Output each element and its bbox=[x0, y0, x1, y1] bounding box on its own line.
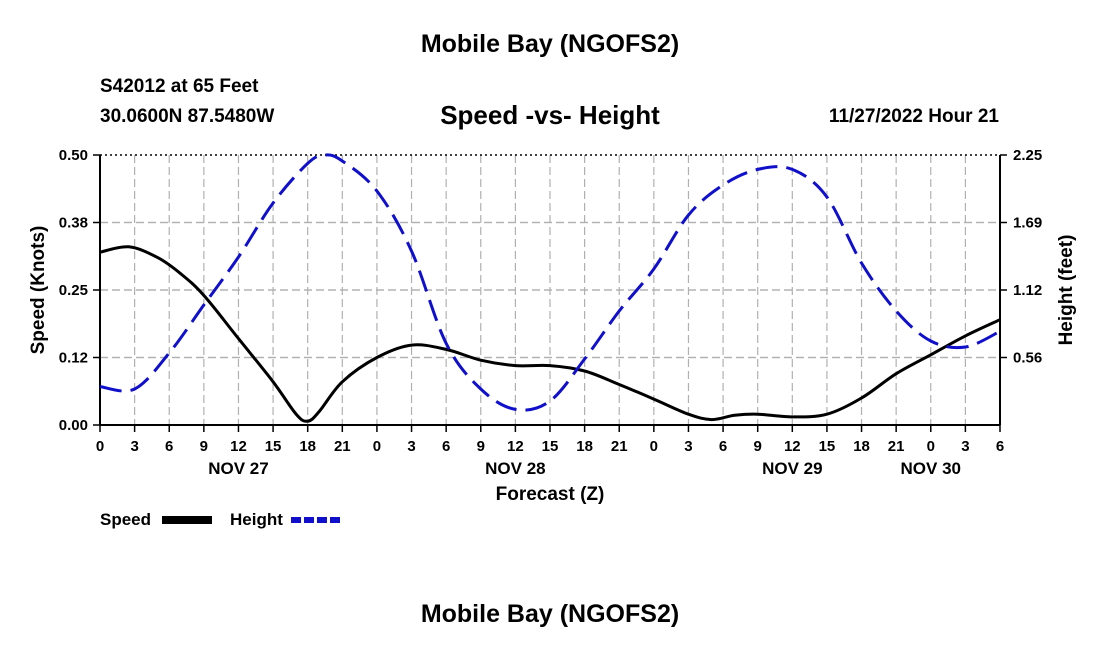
x-tick-label: 9 bbox=[200, 438, 208, 455]
x-tick-label: 18 bbox=[299, 438, 316, 455]
x-tick-label: 21 bbox=[888, 438, 905, 455]
chart-title: Speed -vs- Height bbox=[440, 100, 660, 130]
x-tick-label: 3 bbox=[684, 438, 692, 455]
x-tick-label: 0 bbox=[96, 438, 104, 455]
right-tick-label: 2.25 bbox=[1013, 147, 1042, 164]
page-title: Mobile Bay (NGOFS2) bbox=[420, 30, 680, 58]
x-tick-label: 12 bbox=[784, 438, 801, 455]
x-tick-label: 0 bbox=[650, 438, 658, 455]
left-tick-label: 0.50 bbox=[59, 147, 88, 164]
speed-height-chart: 0 3 6 9 12 15 18 21 0 3 6 9 12 15 18 21 0 3 6 9 12 15 18 21 0 3 6 N… bbox=[28, 147, 1077, 529]
x-tick-label: 18 bbox=[576, 438, 593, 455]
day-label: NOV 29 bbox=[762, 459, 822, 478]
x-tick-label: 3 bbox=[961, 438, 969, 455]
x-tick-label: 6 bbox=[442, 438, 450, 455]
left-tick-label: 0.12 bbox=[59, 350, 88, 367]
legend-height-label: Height bbox=[230, 510, 283, 529]
speed-series-line bbox=[99, 245, 1001, 423]
left-axis-title: Speed (Knots) bbox=[28, 226, 49, 355]
right-tick-label: 1.12 bbox=[1013, 282, 1042, 299]
day-label: NOV 27 bbox=[208, 459, 268, 478]
x-tick-label: 0 bbox=[373, 438, 381, 455]
x-tick-label: 3 bbox=[130, 438, 138, 455]
x-tick-label: 9 bbox=[754, 438, 762, 455]
x-axis-title: Forecast (Z) bbox=[496, 484, 605, 505]
x-tick-label: 15 bbox=[265, 438, 282, 455]
right-axis-title: Height (feet) bbox=[1056, 235, 1077, 346]
x-tick-label: 6 bbox=[996, 438, 1004, 455]
left-tick-label: 0.25 bbox=[59, 282, 88, 299]
x-tick-label: 3 bbox=[407, 438, 415, 455]
x-tick-label: 6 bbox=[165, 438, 173, 455]
x-tick-label: 9 bbox=[477, 438, 485, 455]
x-tick-label: 6 bbox=[719, 438, 727, 455]
x-tick-label: 21 bbox=[334, 438, 351, 455]
x-tick-label: 18 bbox=[853, 438, 870, 455]
x-tick-label: 12 bbox=[230, 438, 247, 455]
footer-title: Mobile Bay (NGOFS2) bbox=[420, 600, 680, 628]
left-tick-label: 0.38 bbox=[59, 215, 88, 232]
x-tick-label: 21 bbox=[611, 438, 628, 455]
run-time: 11/27/2022 Hour 21 bbox=[828, 106, 999, 127]
legend-speed-label: Speed bbox=[100, 510, 151, 529]
x-tick-label: 0 bbox=[927, 438, 935, 455]
station-coordinates: 30.0600N 87.5480W bbox=[100, 106, 275, 127]
station-label: S42012 at 65 Feet bbox=[100, 76, 259, 97]
right-tick-label: 1.69 bbox=[1013, 215, 1042, 232]
left-tick-label: 0.00 bbox=[59, 417, 88, 434]
x-tick-label: 15 bbox=[819, 438, 836, 455]
right-tick-label: 0.56 bbox=[1013, 350, 1042, 367]
x-tick-label: 12 bbox=[507, 438, 524, 455]
day-label: NOV 28 bbox=[485, 459, 545, 478]
height-series-line bbox=[99, 153, 1001, 412]
day-label: NOV 30 bbox=[901, 459, 961, 478]
x-tick-label: 15 bbox=[542, 438, 559, 455]
